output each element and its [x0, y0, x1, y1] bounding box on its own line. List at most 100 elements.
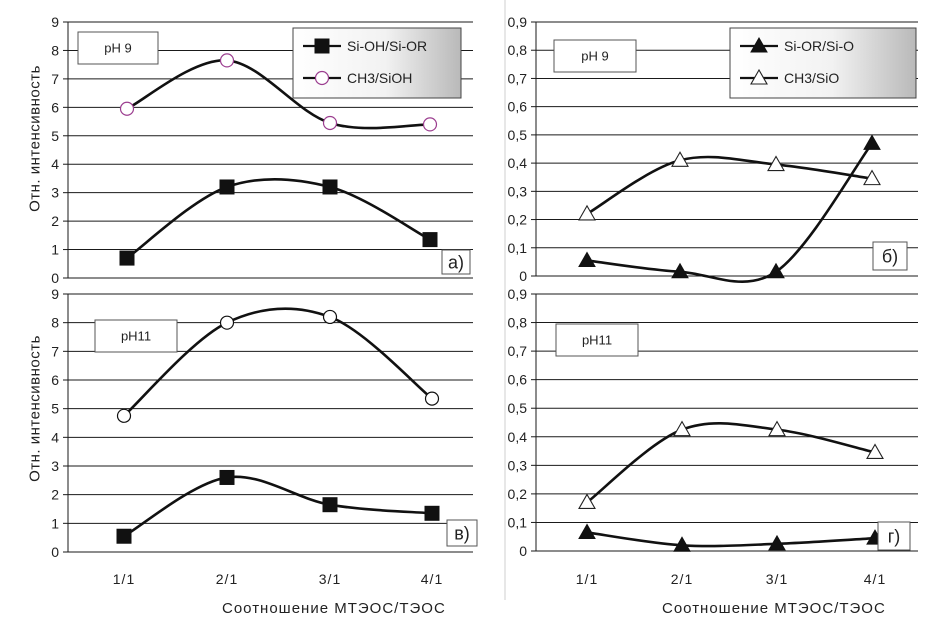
legend-label: Si-OR/Si-O — [784, 38, 854, 54]
legend-label: Si-OH/Si-OR — [347, 38, 427, 54]
legend-marker — [314, 70, 330, 86]
y-tick-label: 0,6 — [508, 372, 528, 388]
y-tick-label: 0,4 — [508, 155, 528, 171]
y-tick-label: 8 — [51, 315, 59, 331]
data-point — [767, 262, 785, 279]
legend-marker — [750, 68, 768, 85]
data-point — [768, 420, 786, 437]
data-point — [219, 315, 235, 330]
panel-label-box — [872, 241, 908, 271]
x-tick-label: 4/1 — [864, 571, 886, 587]
y-tick-label: 0,1 — [508, 240, 528, 256]
y-tick-label: 0,5 — [508, 127, 528, 143]
y-tick-label: 7 — [51, 343, 59, 359]
legend-marker — [750, 36, 768, 53]
condition-label-box — [77, 31, 159, 65]
y-tick-label: 6 — [51, 372, 59, 388]
x-tick-label: 2/1 — [216, 571, 238, 587]
x-axis-title-left: Соотношение МТЭОС/ТЭОС — [222, 600, 446, 617]
panel-label: в) — [454, 523, 470, 543]
y-tick-label: 6 — [51, 99, 59, 115]
x-tick-label: 2/1 — [671, 571, 693, 587]
y-tick-label: 0 — [51, 544, 59, 560]
panel-label-box — [441, 249, 471, 275]
legend-label: CH3/SiO — [784, 70, 839, 86]
x-tick-label: 1/1 — [576, 571, 598, 587]
x-tick-label: 3/1 — [766, 571, 788, 587]
data-point — [322, 115, 338, 131]
legend-label: CH3/SiOH — [347, 70, 412, 86]
series-line-1 — [586, 531, 876, 548]
y-tick-label: 0 — [519, 543, 527, 559]
legend-marker — [314, 38, 330, 54]
y-tick-label: 0,7 — [508, 343, 528, 359]
y-tick-label: 0,8 — [508, 315, 528, 331]
x-axis-title-right: Соотношение МТЭОС/ТЭОС — [662, 600, 886, 617]
data-point — [673, 536, 691, 552]
data-point — [322, 179, 338, 195]
y-tick-label: 0,8 — [508, 42, 528, 58]
legend-box — [729, 27, 917, 99]
series-line-2 — [586, 422, 876, 504]
data-point — [424, 505, 440, 521]
data-point — [119, 101, 135, 116]
y-tick-label: 3 — [51, 185, 59, 201]
chart-c: 0 1 2 3 4 5 6 7 8 9 1/1 2/1 3/1 4/1 pH11 в) — [51, 286, 478, 587]
data-point — [671, 151, 689, 167]
data-point — [866, 443, 884, 460]
data-point — [422, 117, 438, 132]
y-tick-label: 3 — [51, 458, 59, 474]
data-point — [863, 134, 881, 150]
condition-label-box — [94, 319, 178, 353]
y-tick-label: 2 — [51, 213, 59, 229]
y-tick-label: 0,3 — [508, 457, 528, 473]
y-tick-label: 7 — [51, 71, 59, 87]
y-tick-label: 4 — [51, 429, 59, 445]
data-point — [322, 497, 338, 513]
condition-label: pH11 — [582, 333, 612, 348]
panel-label-box — [877, 521, 911, 551]
panel-label-box — [446, 519, 478, 547]
data-point — [768, 534, 786, 551]
y-tick-label: 4 — [51, 156, 59, 172]
data-point — [767, 155, 785, 172]
condition-label-box — [555, 323, 639, 357]
y-tick-label: 0,2 — [508, 486, 528, 502]
series-line-1 — [123, 475, 433, 538]
series-line-2 — [123, 307, 433, 417]
y-tick-label: 9 — [51, 14, 59, 30]
y-tick-label: 0,1 — [508, 514, 528, 530]
y-tick-label: 0,9 — [508, 14, 528, 30]
y-tick-label: 0,6 — [508, 99, 528, 115]
condition-label: pH 9 — [104, 41, 131, 56]
data-point — [116, 408, 132, 423]
condition-label-box — [553, 39, 637, 73]
series-line-1 — [586, 142, 874, 283]
y-tick-label: 8 — [51, 42, 59, 58]
chart-d: 0 0,1 0,2 0,3 0,4 0,5 0,6 0,7 0,8 0,9 1/1 2/1 3/1 4/1… — [508, 286, 918, 587]
y-tick-label: 5 — [51, 128, 59, 144]
y-tick-label: 2 — [51, 487, 59, 503]
y-axis-title-top: Отн. интенсивность — [26, 65, 44, 212]
y-tick-label: 0,7 — [508, 70, 528, 86]
series-line-1 — [126, 177, 431, 260]
chart-b: 0 0,1 0,2 0,3 0,4 0,5 0,6 0,7 0,8 0,9 pH 9 б) Si-OR/… — [508, 14, 918, 284]
y-tick-label: 1 — [51, 515, 59, 531]
data-point — [863, 169, 881, 186]
legend: Si-OR/Si-O CH3/SiO — [729, 27, 917, 99]
y-tick-label: 9 — [51, 286, 59, 302]
y-tick-label: 1 — [51, 242, 59, 258]
chart-a: 0 1 2 3 4 5 6 7 8 9 pH 9 а) Si-OH/Si-OR CH3/SiOH — [51, 14, 473, 286]
series-line-2 — [126, 59, 431, 130]
y-tick-label: 0,5 — [508, 400, 528, 416]
condition-label: pH 9 — [581, 49, 608, 64]
y-tick-label: 0,2 — [508, 212, 528, 228]
y-axis-title-bottom: Отн. интенсивность — [26, 335, 44, 482]
condition-label: pH11 — [121, 329, 151, 344]
panel-label: г) — [888, 526, 901, 546]
data-point — [422, 232, 438, 248]
data-point — [673, 420, 691, 437]
data-point — [671, 262, 689, 279]
